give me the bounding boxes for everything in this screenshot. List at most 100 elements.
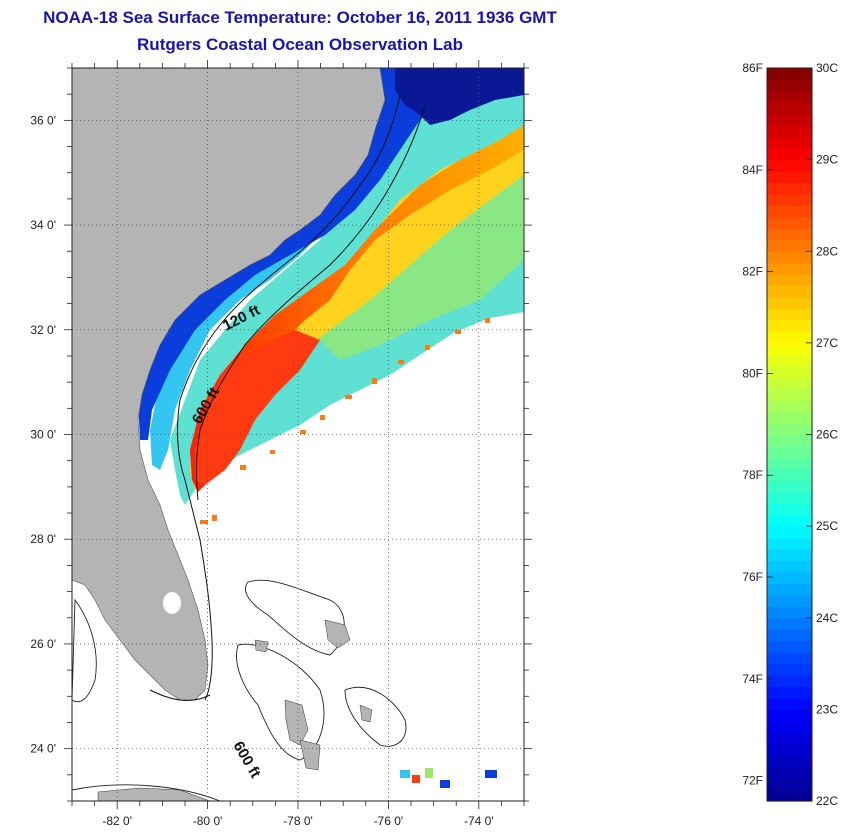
colorbar-band xyxy=(767,251,812,264)
colorbar-band xyxy=(767,720,812,733)
colorbar-band xyxy=(767,549,812,562)
colorbar: 30C 29C 28C 27C 26C 25C 24C 23C 22C 86F 84F 82F 80F… xyxy=(742,61,838,808)
colorbar-band xyxy=(767,79,812,92)
colorbar-band xyxy=(767,560,812,573)
colorbar-band xyxy=(767,606,812,619)
colorbar-band xyxy=(767,491,812,504)
colorbar-celsius-labels: 30C 29C 28C 27C 26C 25C 24C 23C 22C xyxy=(806,61,838,808)
colorbar-band xyxy=(767,526,812,539)
colorbar-fahrenheit-labels: 86F 84F 82F 80F 78F 76F 74F 72F xyxy=(742,61,773,788)
colorbar-band xyxy=(767,640,812,653)
map-axis-ticks xyxy=(64,60,532,809)
colorbar-band xyxy=(767,125,812,138)
map-title: NOAA-18 Sea Surface Temperature: October… xyxy=(43,8,557,27)
colorbar-fahrenheit-label: 72F xyxy=(742,774,763,788)
colorbar-fahrenheit-label: 78F xyxy=(742,468,763,482)
colorbar-band xyxy=(767,766,812,779)
colorbar-band xyxy=(767,274,812,287)
colorbar-celsius-label: 23C xyxy=(816,702,838,716)
lat-tick-label: 24 0' xyxy=(30,742,56,756)
colorbar-band xyxy=(767,732,812,745)
colorbar-band xyxy=(767,331,812,344)
sst-warm-eddy xyxy=(195,330,320,485)
sst-yellow-band xyxy=(190,135,524,490)
colorbar-band xyxy=(767,319,812,333)
lat-tick-label: 28 0' xyxy=(30,532,56,546)
lon-tick-label: -76 0' xyxy=(374,814,404,828)
us-land xyxy=(72,68,386,701)
colorbar-band xyxy=(767,113,812,126)
lon-tick-label: -78 0' xyxy=(283,814,313,828)
lat-tick-label: 32 0' xyxy=(30,323,56,337)
colorbar-band xyxy=(767,377,812,390)
colorbar-band xyxy=(767,90,812,103)
colorbar-bands xyxy=(767,68,812,802)
colorbar-celsius-label: 29C xyxy=(816,153,838,167)
colorbar-band xyxy=(767,423,812,436)
lat-tick-label: 36 0' xyxy=(30,113,56,127)
colorbar-band xyxy=(767,445,812,459)
colorbar-band xyxy=(767,205,812,218)
graticule-grid xyxy=(72,68,524,801)
colorbar-band xyxy=(767,697,812,710)
colorbar-celsius-label: 22C xyxy=(816,794,838,808)
colorbar-band xyxy=(767,136,812,149)
colorbar-band xyxy=(767,755,812,768)
colorbar-band xyxy=(767,400,812,413)
sst-caribbean-speckles xyxy=(400,768,497,788)
colorbar-band xyxy=(767,365,812,378)
colorbar-band xyxy=(767,388,812,401)
colorbar-band xyxy=(767,182,812,195)
map-area xyxy=(72,68,524,801)
lat-tick-label: 30 0' xyxy=(30,428,56,442)
colorbar-band xyxy=(767,617,812,630)
colorbar-band xyxy=(767,663,812,676)
colorbar-band xyxy=(767,709,812,722)
colorbar-band xyxy=(767,514,812,527)
colorbar-band xyxy=(767,686,812,699)
colorbar-band xyxy=(767,262,812,275)
colorbar-fahrenheit-label: 82F xyxy=(742,265,763,279)
colorbar-band xyxy=(767,308,812,321)
colorbar-band xyxy=(767,571,812,584)
colorbar-celsius-label: 30C xyxy=(816,61,838,75)
lat-tick-label: 34 0' xyxy=(30,218,56,232)
colorbar-band xyxy=(767,193,812,207)
colorbar-fahrenheit-label: 80F xyxy=(742,366,763,380)
colorbar-band xyxy=(767,354,812,367)
colorbar-band xyxy=(767,583,812,596)
colorbar-band xyxy=(767,171,812,184)
colorbar-band xyxy=(767,68,812,81)
colorbar-band xyxy=(767,778,812,791)
colorbar-band xyxy=(767,411,812,424)
colorbar-fahrenheit-label: 74F xyxy=(742,672,763,686)
colorbar-band xyxy=(767,102,812,115)
lon-tick-label: -80 0' xyxy=(193,814,223,828)
colorbar-band xyxy=(767,228,812,241)
colorbar-fahrenheit-label: 84F xyxy=(742,163,763,177)
colorbar-band xyxy=(767,434,812,447)
colorbar-band xyxy=(767,297,812,310)
sst-cloud-edge-speckles xyxy=(200,318,490,524)
colorbar-band xyxy=(767,480,812,493)
colorbar-band xyxy=(767,148,812,161)
map-subtitle: Rutgers Coastal Ocean Observation Lab xyxy=(137,35,463,54)
colorbar-band xyxy=(767,594,812,607)
lat-tick-label: 26 0' xyxy=(30,637,56,651)
colorbar-celsius-label: 27C xyxy=(816,336,838,350)
colorbar-band xyxy=(767,652,812,665)
colorbar-fahrenheit-label: 86F xyxy=(742,61,763,75)
colorbar-celsius-label: 25C xyxy=(816,519,838,533)
colorbar-band xyxy=(767,468,812,481)
colorbar-band xyxy=(767,342,812,355)
colorbar-band xyxy=(767,239,812,252)
colorbar-band xyxy=(767,743,812,756)
colorbar-celsius-label: 24C xyxy=(816,611,838,625)
sst-coastal-cyan xyxy=(150,68,400,470)
lon-tick-label: -82 0' xyxy=(102,814,132,828)
colorbar-band xyxy=(767,789,812,802)
bahamas-islands xyxy=(97,619,373,801)
colorbar-band xyxy=(767,537,812,550)
colorbar-band xyxy=(767,675,812,688)
